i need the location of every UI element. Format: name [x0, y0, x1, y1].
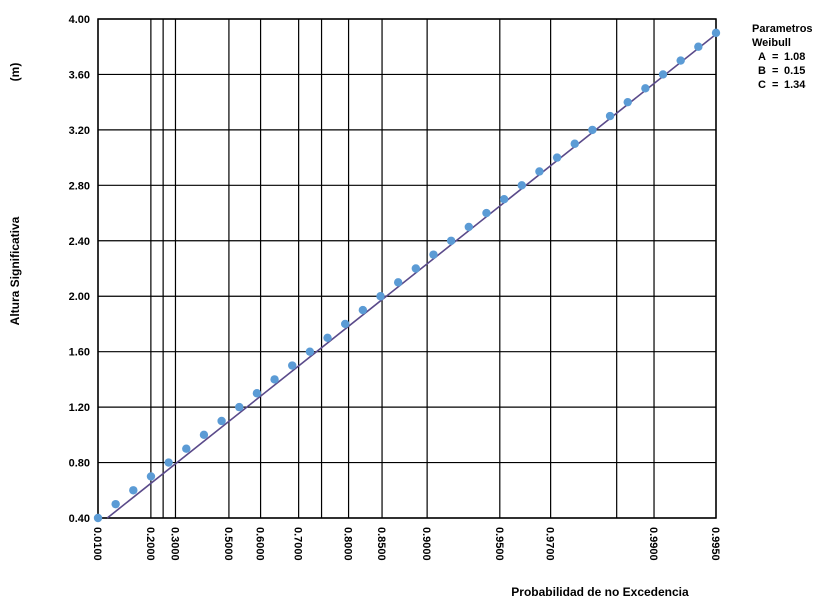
- data-point: [199, 430, 209, 440]
- grid-lines: [97, 18, 717, 519]
- parameter-row-c: C = 1.34: [752, 78, 813, 92]
- x-tick-label: 0.6000: [254, 527, 266, 561]
- data-point: [694, 42, 703, 51]
- data-point: [676, 56, 685, 65]
- x-tick-label: 0.9950: [709, 527, 721, 561]
- y-tick-label: 0.80: [69, 458, 90, 470]
- weibull-parameters-box: Parametros Weibull A = 1.08 B = 0.15 C = 1.34: [752, 22, 813, 92]
- x-tick-label: 0.9500: [493, 527, 505, 561]
- data-point: [482, 208, 491, 218]
- x-tick-label: 0.5000: [222, 527, 234, 561]
- data-point: [305, 347, 315, 356]
- data-point: [641, 84, 650, 93]
- x-tick-label: 0.8500: [375, 527, 387, 561]
- parameter-row-b: B = 0.15: [752, 64, 813, 78]
- parameter-equals: =: [772, 65, 779, 77]
- x-tick-label: 0.9000: [420, 527, 432, 561]
- data-point: [217, 416, 226, 426]
- parameter-key: A: [758, 51, 766, 63]
- data-point: [446, 236, 456, 245]
- data-point: [588, 125, 597, 135]
- parameters-title: Parametros: [752, 23, 813, 35]
- fit-line-group: [106, 33, 717, 519]
- data-point: [517, 181, 526, 190]
- y-axis-label: Altura Significativa: [8, 216, 22, 325]
- y-tick-label: 1.20: [69, 402, 90, 414]
- data-point: [235, 402, 244, 412]
- data-point: [411, 264, 421, 273]
- parameter-key: B: [758, 65, 766, 77]
- data-point: [341, 319, 350, 329]
- weibull-fit-line: [106, 33, 717, 519]
- y-tick-label: 2.40: [69, 236, 90, 248]
- data-point: [93, 513, 103, 523]
- parameter-value: 1.08: [784, 51, 806, 63]
- data-point: [658, 70, 668, 79]
- y-tick-label: 0.40: [69, 513, 90, 525]
- parameter-value: 1.34: [784, 79, 806, 91]
- y-tick-label: 4.00: [69, 14, 90, 26]
- data-point: [605, 111, 615, 121]
- x-tick-label: 0.2000: [144, 527, 156, 561]
- x-tick-label: 0.3000: [168, 527, 180, 561]
- data-point: [182, 444, 191, 453]
- x-tick-labels: 0.0100 0.2000 0.3000 0.5000 0.6000 0.7000 0.80…: [91, 527, 721, 561]
- y-tick-label: 3.60: [69, 69, 90, 81]
- data-point: [570, 139, 579, 148]
- parameter-equals: =: [772, 79, 779, 91]
- data-point: [358, 305, 368, 315]
- y-axis-unit: (m): [8, 63, 22, 82]
- data-point: [146, 472, 156, 481]
- data-point: [552, 153, 562, 162]
- data-point: [288, 361, 297, 370]
- y-tick-labels: 0.40 0.80 1.20 1.60 2.00 2.40 2.80 3.20 3.60 4.00: [69, 14, 90, 525]
- data-point: [111, 499, 120, 509]
- parameter-value: 0.15: [784, 65, 806, 77]
- data-point: [164, 458, 173, 467]
- data-point: [535, 167, 544, 176]
- data-point: [429, 250, 438, 259]
- x-tick-label: 0.0100: [91, 527, 103, 561]
- y-tick-label: 2.00: [69, 291, 90, 303]
- data-point: [711, 28, 721, 38]
- y-tick-label: 3.20: [69, 125, 90, 137]
- y-tick-label: 2.80: [69, 180, 90, 192]
- parameter-equals: =: [772, 51, 779, 63]
- x-tick-label: 0.7000: [292, 527, 304, 561]
- x-tick-label: 0.9700: [544, 527, 556, 561]
- data-point: [464, 222, 473, 232]
- data-point: [270, 375, 279, 384]
- parameters-subtitle: Weibull: [752, 37, 791, 49]
- plot-frame: [97, 18, 717, 519]
- data-point: [623, 97, 632, 107]
- data-point: [323, 333, 332, 343]
- x-axis-label: Probabilidad de no Excedencia: [511, 585, 689, 599]
- y-tick-label: 1.60: [69, 347, 90, 359]
- data-point: [499, 194, 509, 204]
- data-points: [93, 28, 721, 523]
- data-point: [393, 278, 403, 287]
- x-tick-label: 0.9900: [647, 527, 659, 561]
- data-point: [129, 486, 138, 495]
- parameter-row-a: A = 1.08: [752, 50, 813, 64]
- x-tick-label: 0.8000: [342, 527, 354, 561]
- parameter-key: C: [758, 79, 766, 91]
- data-point: [252, 389, 262, 398]
- data-point: [376, 292, 385, 301]
